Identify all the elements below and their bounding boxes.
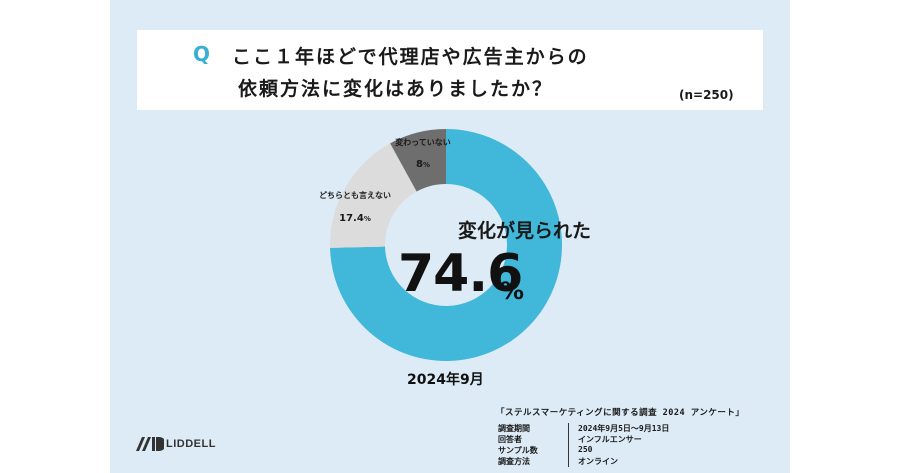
- survey-row: 回答者 インフルエンサー: [496, 434, 744, 445]
- neutral-slice-label-block: どちらとも言えない 17.4%: [296, 190, 414, 225]
- question-marker: Q: [193, 42, 211, 66]
- slice-changed: [330, 129, 562, 362]
- survey-rows: 調査期間 2024年9月5日〜9月13日 回答者 インフルエンサー サンプル数 …: [496, 423, 744, 467]
- unchanged-slice-label-block: 変わっていない 8%: [368, 137, 478, 171]
- question-box: [137, 30, 763, 110]
- neutral-slice-unit: %: [363, 215, 371, 223]
- unchanged-slice-unit: %: [422, 161, 430, 169]
- survey-row: 調査期間 2024年9月5日〜9月13日: [496, 423, 744, 434]
- question-line-1: ここ１年ほどで代理店や広告主からの: [232, 46, 589, 68]
- unchanged-slice-value: 8: [416, 159, 423, 170]
- logo-mark-icon: [136, 437, 164, 451]
- neutral-slice-value: 17.4: [339, 213, 364, 224]
- unchanged-slice-label: 変わっていない: [395, 138, 451, 147]
- question-line-2: 依頼方法に変化はありましたか？: [238, 78, 554, 100]
- main-slice-label: 変化が見られた: [458, 220, 592, 242]
- survey-key: 回答者: [498, 435, 522, 444]
- survey-value: インフルエンサー: [578, 435, 642, 444]
- survey-key: サンプル数: [498, 446, 538, 455]
- main-slice-value: 74.6: [398, 244, 523, 304]
- logo-text: LIDDELL: [166, 438, 216, 450]
- main-slice-unit: %: [500, 277, 525, 305]
- donut-slices: [329, 129, 562, 362]
- survey-row: サンプル数 250: [496, 445, 744, 456]
- neutral-slice-label: どちらとも言えない: [319, 191, 391, 200]
- slice-neutral: [329, 143, 417, 248]
- survey-row: 調査方法 オンライン: [496, 456, 744, 467]
- company-logo: LIDDELL: [136, 436, 216, 452]
- survey-value: 250: [578, 445, 593, 454]
- survey-title: 「ステルスマーケティングに関する調査 2024 アンケート」: [496, 408, 745, 418]
- survey-info: 「ステルスマーケティングに関する調査 2024 アンケート」 調査期間 2024…: [496, 406, 744, 467]
- survey-value: 2024年9月5日〜9月13日: [578, 424, 670, 433]
- date-label: 2024年9月: [407, 372, 484, 388]
- survey-key: 調査期間: [498, 424, 530, 433]
- slice-unchanged: [390, 129, 446, 192]
- survey-divider: [568, 423, 569, 467]
- survey-key: 調査方法: [498, 457, 530, 466]
- sample-size: (n=250): [679, 88, 734, 102]
- survey-value: オンライン: [578, 457, 618, 466]
